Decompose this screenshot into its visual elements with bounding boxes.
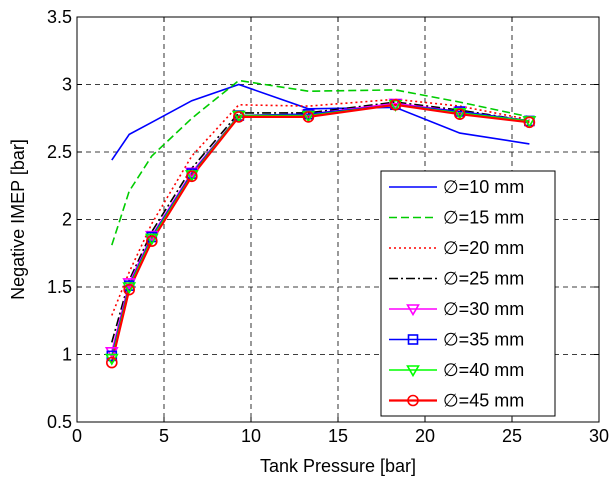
y-tick-label: 0.5 (47, 412, 72, 432)
legend-label: ∅=25 mm (443, 269, 524, 289)
legend-marker (407, 334, 419, 345)
y-tick-label: 3.5 (47, 7, 72, 27)
x-tick-label: 5 (159, 426, 169, 446)
legend-label: ∅=30 mm (443, 299, 524, 319)
y-tick-label: 1 (62, 345, 72, 365)
legend-label: ∅=45 mm (443, 391, 524, 411)
series-7-point (122, 282, 137, 295)
x-tick-label: 10 (241, 426, 261, 446)
y-tick-labels: 0.5 1 1.5 2 2.5 3 3.5 (47, 7, 72, 432)
series-8-point (302, 111, 315, 123)
x-axis-label: Tank Pressure [bar] (260, 456, 416, 476)
y-tick-label: 2.5 (47, 142, 72, 162)
x-tick-label: 25 (502, 426, 522, 446)
legend-marker (406, 365, 420, 378)
axis-ticks (76, 16, 600, 423)
series-lines (110, 79, 530, 363)
y-tick-label: 2 (62, 210, 72, 230)
x-tick-label: 20 (415, 426, 435, 446)
series-7-point (144, 233, 159, 246)
legend-label: ∅=20 mm (443, 238, 524, 258)
x-tick-label: 30 (589, 426, 609, 446)
legend: ∅=10 mm ∅=15 mm ∅=20 mm ∅=25 mm ∅=30 mm ∅=35 … (380, 170, 556, 417)
series-8-point (146, 235, 158, 247)
legend-label: ∅=15 mm (443, 208, 524, 228)
series-8-point (186, 170, 198, 183)
series-markers (104, 98, 537, 369)
series-8-point (523, 116, 536, 129)
series-8-point (389, 98, 402, 111)
legend-box (380, 170, 556, 417)
legend-label: ∅=35 mm (443, 330, 524, 350)
y-axis-label: Negative IMEP [bar] (8, 139, 28, 300)
series-7-point (388, 99, 403, 112)
series-5-point (104, 346, 119, 359)
series-line-4 (111, 101, 530, 343)
y-tick-label: 3 (62, 75, 72, 95)
x-tick-labels: 0 5 10 15 20 25 30 (72, 426, 609, 446)
y-tick-label: 1.5 (47, 277, 72, 297)
series-8-point (123, 283, 135, 296)
series-line-8 (110, 103, 530, 363)
series-line-1 (111, 83, 530, 161)
series-8-point (233, 111, 245, 123)
x-tick-label: 15 (328, 426, 348, 446)
legend-marker (407, 394, 419, 407)
x-tick-label: 0 (72, 426, 82, 446)
legend-label: ∅=10 mm (443, 177, 524, 197)
series-line-2 (111, 79, 530, 246)
legend-marker (406, 304, 420, 317)
series-8-point (453, 108, 466, 120)
legend-label: ∅=40 mm (443, 360, 524, 380)
series-8-point (106, 356, 118, 369)
